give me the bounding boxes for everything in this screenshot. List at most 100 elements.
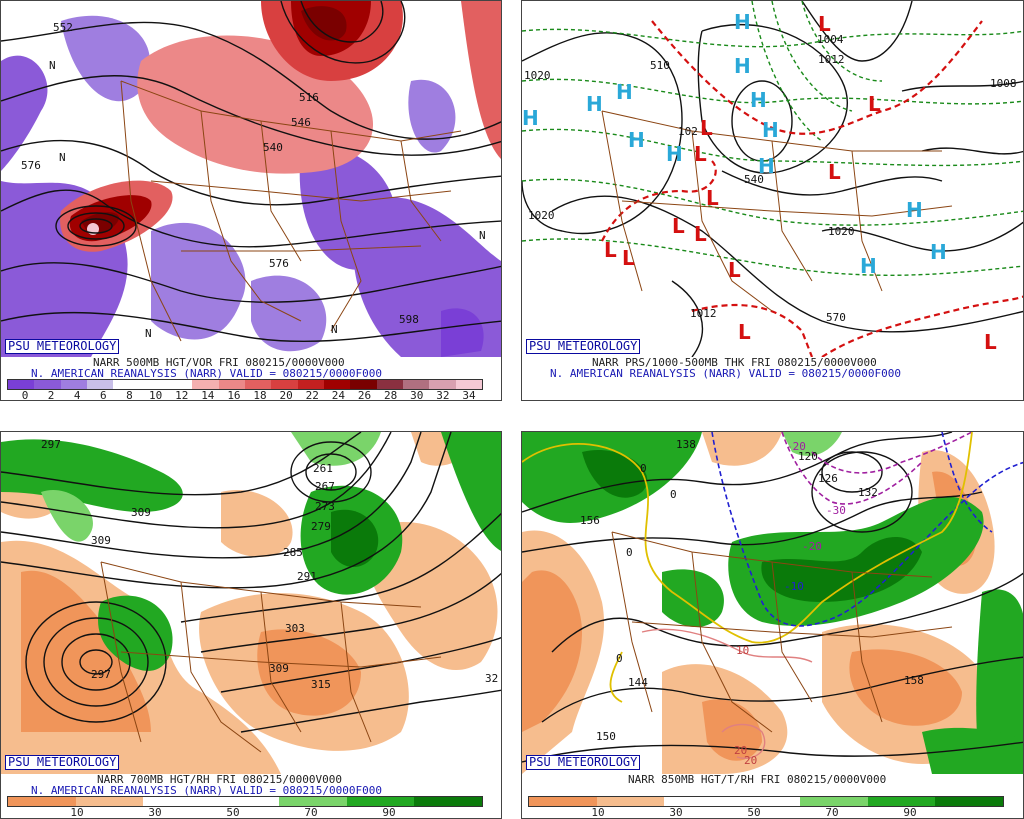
contour-label: 291 xyxy=(297,570,317,583)
contour-label: 576 xyxy=(21,159,41,172)
colorbar-segment xyxy=(350,380,377,389)
panel-valid-caption: N. AMERICAN REANALYSIS (NARR) VALID = 08… xyxy=(550,367,901,380)
high-pressure-icon: H xyxy=(628,128,645,152)
low-pressure-icon: L xyxy=(984,330,997,354)
isobar-label: 540 xyxy=(744,173,764,186)
panel-caption: NARR PRS/1000-500MB THK FRI 080215/0000V… xyxy=(592,356,877,369)
colorbar-tick-label: 0 xyxy=(21,389,29,401)
contour-label: 285 xyxy=(283,546,303,559)
colorbar-tick-label: 24 xyxy=(331,389,346,401)
high-pressure-icon: H xyxy=(906,198,923,222)
contour-label: 32 xyxy=(485,672,498,685)
map-850mb: 156 150 144 138 120 126 132 -20 -10 -30 … xyxy=(522,432,1023,774)
panel-sea-level-pressure-thickness: 1020 1020 1004 1012 1008 1020 102 1012 5… xyxy=(521,0,1024,401)
colorbar-segment xyxy=(244,380,272,389)
high-pressure-icon: H xyxy=(586,92,603,116)
colorbar-tick-label: 26 xyxy=(357,389,372,401)
humidity-colorbar xyxy=(528,796,1004,807)
colorbar-tick-label: 4 xyxy=(73,389,81,401)
contour-label: 156 xyxy=(580,514,600,527)
thickness-label: 570 xyxy=(826,311,846,324)
panel-caption: NARR 500MB HGT/VOR FRI 080215/0000V000 xyxy=(93,356,345,369)
colorbar-tick-label: 34 xyxy=(462,389,476,401)
colorbar-tick-label: 10 xyxy=(70,806,84,819)
colorbar-tick-label: 8 xyxy=(126,389,133,401)
colorbar-tick-label: 50 xyxy=(226,806,240,819)
colorbar-segment xyxy=(297,380,324,389)
colorbar-segment xyxy=(211,797,279,806)
isobar-label: 1012 xyxy=(818,53,845,66)
isobar-label: 102 xyxy=(678,125,698,138)
contour-label: 132 xyxy=(858,486,878,499)
colorbar-segment xyxy=(664,797,733,806)
colorbar-segment xyxy=(935,797,1004,806)
colorbar-tick-label: 30 xyxy=(669,806,683,819)
panel-caption: NARR 700MB HGT/RH FRI 080215/0000V000 xyxy=(97,773,343,786)
panel-700mb-humidity: 297 309 309 261 267 273 279 285 291 297 … xyxy=(0,431,502,819)
colorbar-tick-label: 28 xyxy=(384,389,398,401)
colorbar-segment xyxy=(867,797,936,806)
colorbar-tick-label: 2 xyxy=(47,389,55,401)
psu-meteorology-badge: PSU METEOROLOGY xyxy=(526,755,641,770)
contour-label: 309 xyxy=(131,506,151,519)
colorbar-tick-label: 20 xyxy=(279,389,293,401)
contour-label: 540 xyxy=(263,141,283,154)
colorbar-segment xyxy=(529,797,597,806)
contour-label: 120 xyxy=(798,450,818,463)
low-pressure-icon: L xyxy=(672,214,685,238)
colorbar-segment xyxy=(8,380,35,389)
colorbar-segment xyxy=(323,380,351,389)
thickness-label: 510 xyxy=(650,59,670,72)
colorbar-segment xyxy=(8,797,76,806)
contour-label: 297 xyxy=(41,438,61,451)
isobar-label: 1020 xyxy=(828,225,855,238)
map-pressure-thickness: 1020 1020 1004 1012 1008 1020 102 1012 5… xyxy=(522,1,1023,357)
low-pressure-icon: L xyxy=(818,12,831,36)
colorbar-segment xyxy=(271,380,298,389)
panel-valid-caption: N. AMERICAN REANALYSIS (NARR) VALID = 08… xyxy=(31,784,382,797)
isotherm-label: 0 xyxy=(670,488,677,501)
colorbar-tick-label: 10 xyxy=(148,389,163,401)
map-500mb: 552 576 576 598 546 540 516 N N N N N xyxy=(1,1,501,357)
isobar-label: 1004 xyxy=(817,33,844,46)
contour-label: 309 xyxy=(91,534,111,547)
colorbar-tick-label: 16 xyxy=(227,389,241,401)
contour-label: 144 xyxy=(628,676,648,689)
contour-label: 576 xyxy=(269,257,289,270)
high-pressure-icon: H xyxy=(734,54,751,78)
contour-label: 261 xyxy=(313,462,333,475)
colorbar-segment xyxy=(402,380,430,389)
low-pressure-icon: L xyxy=(728,258,741,282)
colorbar-segment xyxy=(192,380,219,389)
colorbar-segment xyxy=(75,797,144,806)
vorticity-min-label: N xyxy=(59,151,66,164)
high-pressure-icon: H xyxy=(522,106,539,130)
isotherm-label: 0 xyxy=(640,462,647,475)
low-pressure-icon: L xyxy=(828,160,841,184)
colorbar-tick-label: 50 xyxy=(747,806,761,819)
map-700mb: 297 309 309 261 267 273 279 285 291 297 … xyxy=(1,432,501,774)
contour-label: 297 xyxy=(91,668,111,681)
psu-meteorology-badge: PSU METEOROLOGY xyxy=(526,339,641,354)
colorbar-segment xyxy=(596,797,665,806)
colorbar-segment xyxy=(799,797,868,806)
colorbar-segment xyxy=(139,380,166,389)
low-pressure-icon: L xyxy=(694,142,707,166)
vorticity-min-label: N xyxy=(145,327,152,340)
colorbar-segment xyxy=(455,380,482,389)
vorticity-min-label: N xyxy=(49,59,56,72)
isotherm-label: 10 xyxy=(736,644,749,657)
high-pressure-icon: H xyxy=(734,10,751,34)
contour-label: 150 xyxy=(596,730,616,743)
humidity-colorbar xyxy=(7,796,483,807)
isobar-label: 1020 xyxy=(524,69,551,82)
colorbar-tick-label: 90 xyxy=(903,806,917,819)
psu-meteorology-badge: PSU METEOROLOGY xyxy=(5,339,120,354)
isotherm-label: -20 xyxy=(786,440,806,453)
low-pressure-icon: L xyxy=(868,92,881,116)
colorbar-segment xyxy=(143,797,212,806)
colorbar-tick-label: 6 xyxy=(100,389,107,401)
colorbar-tick-label: 22 xyxy=(305,389,319,401)
contour-label: 267 xyxy=(315,480,335,493)
isotherm-label: 0 xyxy=(626,546,633,559)
